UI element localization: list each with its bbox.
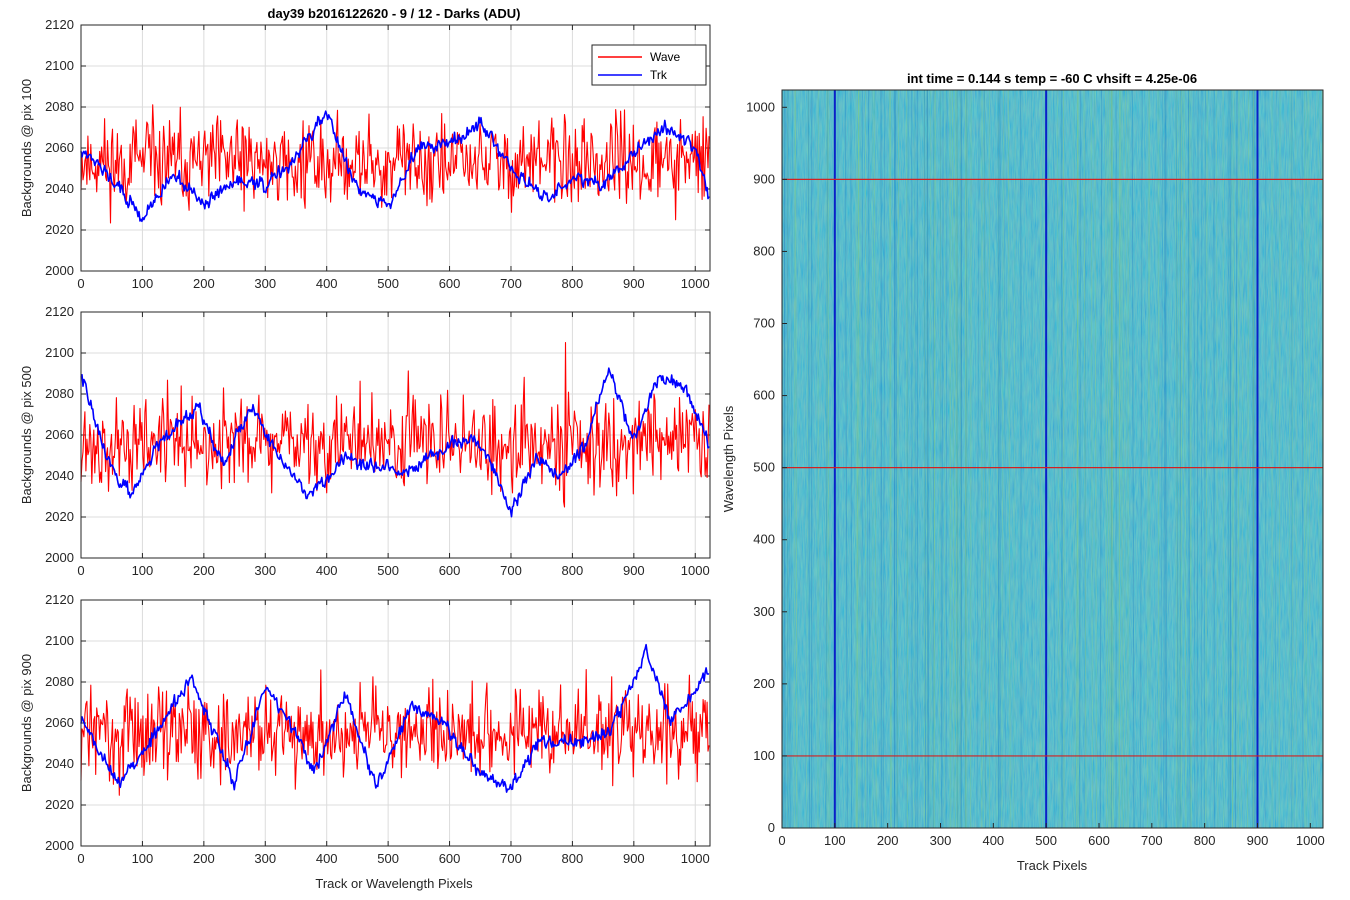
heatmap-y-tick-label: 0	[768, 820, 775, 835]
y-tick-label: 2020	[45, 222, 74, 237]
y-tick-label: 2120	[45, 304, 74, 319]
figure-title: day39 b2016122620 - 9 / 12 - Darks (ADU)	[268, 6, 521, 21]
heatmap-x-tick-label: 300	[930, 833, 952, 848]
x-tick-label: 300	[254, 563, 276, 578]
y-tick-label: 2000	[45, 550, 74, 565]
heatmap-noise	[782, 90, 1323, 828]
x-tick-label: 0	[77, 563, 84, 578]
x-tick-label: 200	[193, 563, 215, 578]
x-tick-label: 1000	[681, 851, 710, 866]
x-tick-label: 600	[439, 563, 461, 578]
x-tick-label: 800	[562, 563, 584, 578]
heatmap-y-tick-label: 1000	[746, 99, 775, 114]
heatmap-x-tick-label: 900	[1247, 833, 1269, 848]
x-tick-label: 600	[439, 276, 461, 291]
heatmap-y-tick-label: 600	[753, 388, 775, 403]
y-tick-label: 2100	[45, 58, 74, 73]
x-tick-label: 100	[132, 276, 154, 291]
subplot-pix-900: 0 100 200 300 400 500 600 700 800 900 1000 2000 2020…	[19, 592, 711, 866]
y-tick-label: 2020	[45, 509, 74, 524]
y-axis-label: Backgrounds @ pix 900	[19, 654, 34, 792]
heatmap-x-tick-label: 700	[1141, 833, 1163, 848]
heatmap-x-tick-label: 800	[1194, 833, 1216, 848]
x-tick-label: 500	[377, 276, 399, 291]
y-tick-label: 2060	[45, 427, 74, 442]
legend-wave-label: Wave	[650, 50, 681, 64]
x-tick-label: 900	[623, 851, 645, 866]
series-trk-line	[80, 643, 710, 793]
x-tick-label: 100	[132, 851, 154, 866]
x-tick-label: 700	[500, 276, 522, 291]
x-tick-label: 500	[377, 851, 399, 866]
series-wave-line	[80, 342, 710, 508]
heatmap-x-tick-label: 500	[1035, 833, 1057, 848]
legend-trk-label: Trk	[650, 68, 668, 82]
heatmap-x-tick-label: 0	[778, 833, 785, 848]
x-tick-label: 100	[132, 563, 154, 578]
x-tick-label: 300	[254, 851, 276, 866]
heatmap-y-axis-label: Wavelength Pixels	[721, 405, 736, 512]
heatmap-y-tick-label: 200	[753, 676, 775, 691]
y-tick-label: 2100	[45, 633, 74, 648]
heatmap-y-tick-label: 800	[753, 243, 775, 258]
y-tick-label: 2100	[45, 345, 74, 360]
y-tick-label: 2000	[45, 838, 74, 853]
x-tick-label: 900	[623, 563, 645, 578]
x-tick-label: 0	[77, 276, 84, 291]
x-tick-label: 700	[500, 563, 522, 578]
y-tick-label: 2020	[45, 797, 74, 812]
series-trk-line	[80, 110, 710, 223]
shared-x-axis-label: Track or Wavelength Pixels	[315, 876, 473, 891]
heatmap-x-tick-label: 100	[824, 833, 846, 848]
heatmap-x-tick-label: 400	[982, 833, 1004, 848]
x-tick-label: 300	[254, 276, 276, 291]
heatmap-x-tick-label: 1000	[1296, 833, 1325, 848]
x-tick-label: 0	[77, 851, 84, 866]
y-tick-label: 2060	[45, 140, 74, 155]
x-tick-label: 200	[193, 851, 215, 866]
x-tick-label: 900	[623, 276, 645, 291]
heatmap-x-tick-label: 200	[877, 833, 899, 848]
y-tick-label: 2040	[45, 756, 74, 771]
x-tick-label: 1000	[681, 563, 710, 578]
heatmap-y-tick-label: 700	[753, 316, 775, 331]
y-tick-label: 2120	[45, 17, 74, 32]
x-tick-label: 400	[316, 851, 338, 866]
series-trk-line	[80, 367, 710, 518]
heatmap-y-tick-label: 100	[753, 748, 775, 763]
x-tick-label: 500	[377, 563, 399, 578]
heatmap-y-tick-label: 300	[753, 604, 775, 619]
y-axis-label: Backgrounds @ pix 100	[19, 79, 34, 217]
x-tick-label: 800	[562, 851, 584, 866]
heatmap-x-tick-label: 600	[1088, 833, 1110, 848]
x-tick-label: 400	[316, 563, 338, 578]
heatmap-x-axis-label: Track Pixels	[1017, 858, 1088, 873]
subplot-pix-500: 0 100 200 300 400 500 600 700 800 900 1000 2000 2020…	[19, 304, 711, 578]
heatmap-title: int time = 0.144 s temp = -60 C vhsift =…	[907, 71, 1197, 86]
x-tick-label: 800	[562, 276, 584, 291]
y-tick-label: 2040	[45, 468, 74, 483]
heatmap-y-tick-label: 900	[753, 171, 775, 186]
x-tick-label: 200	[193, 276, 215, 291]
heatmap-y-tick-label: 500	[753, 460, 775, 475]
y-tick-label: 2080	[45, 99, 74, 114]
y-tick-label: 2120	[45, 592, 74, 607]
y-tick-label: 2040	[45, 181, 74, 196]
x-tick-label: 1000	[681, 276, 710, 291]
legend: Wave Trk	[591, 44, 707, 86]
y-tick-label: 2080	[45, 674, 74, 689]
y-tick-label: 2060	[45, 715, 74, 730]
heatmap-y-tick-label: 400	[753, 532, 775, 547]
y-axis-label: Backgrounds @ pix 500	[19, 366, 34, 504]
series-wave-line	[80, 104, 710, 224]
x-tick-label: 700	[500, 851, 522, 866]
y-tick-label: 2000	[45, 263, 74, 278]
x-tick-label: 600	[439, 851, 461, 866]
x-tick-label: 400	[316, 276, 338, 291]
heatmap-panel: int time = 0.144 s temp = -60 C vhsift =…	[721, 71, 1325, 873]
y-tick-label: 2080	[45, 386, 74, 401]
